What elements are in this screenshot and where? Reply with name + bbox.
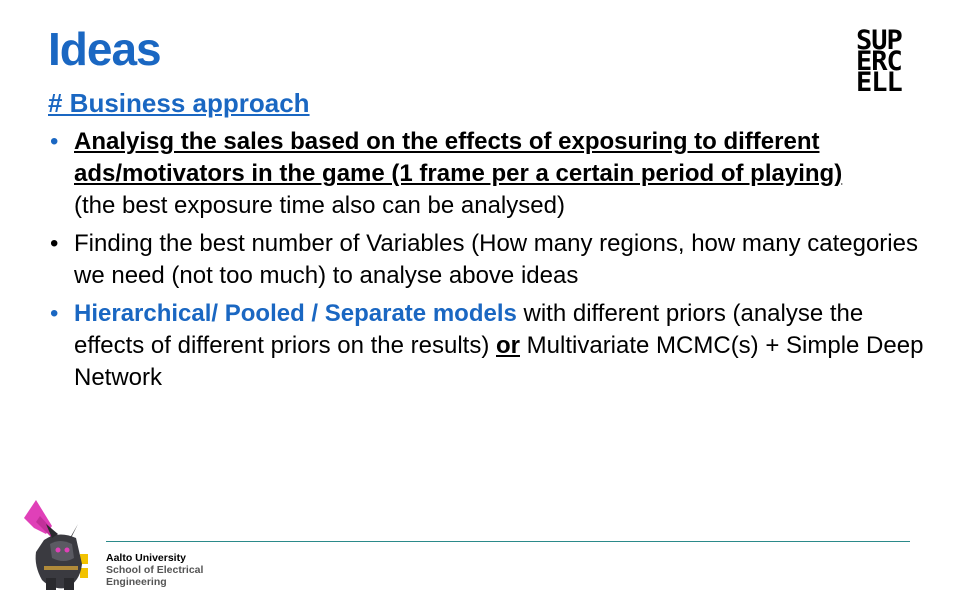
bullet-item: • Hierarchical/ Pooled / Separate models… — [48, 298, 928, 394]
bullet-or: or — [496, 332, 520, 359]
bullet-item: • Finding the best number of Variables (… — [48, 228, 928, 292]
section-heading: # Business approach — [48, 88, 310, 118]
logo-line: SUP — [856, 25, 903, 56]
bullet-text: Finding the best number of Variables (Ho… — [74, 230, 918, 289]
bullet-text: (the best exposure time also can be anal… — [74, 192, 565, 219]
bullet-dot-icon: • — [50, 128, 59, 155]
school-name-line2: Engineering — [106, 576, 167, 588]
school-name-line1: School of Electrical — [106, 564, 204, 576]
bullet-dot-icon: • — [50, 230, 59, 257]
university-name: Aalto University — [106, 552, 186, 564]
slide-title: Ideas — [48, 23, 162, 75]
bullet-highlight: Hierarchical/ Pooled / Separate models — [74, 300, 517, 327]
bullet-text: with different priors (analyse the effec… — [74, 300, 864, 359]
logo-line: ERC — [856, 46, 903, 77]
pekka-mascot-icon — [24, 500, 88, 590]
university-label: Aalto University School of Electrical En… — [106, 552, 203, 588]
supercell-logo: SUP ERC ELL — [856, 25, 936, 98]
logo-line: ELL — [856, 67, 903, 98]
bullet-text: Multivariate MCMC(s) + Simple Deep Netwo… — [74, 332, 924, 391]
bullet-item: • Analyisg the sales based on the effect… — [48, 126, 928, 222]
bullet-emphasis: Analyisg the sales based on the effects … — [74, 128, 843, 187]
bullet-list: • Analyisg the sales based on the effect… — [48, 126, 928, 400]
bullet-dot-icon: • — [50, 300, 59, 327]
footer-divider — [106, 541, 910, 542]
